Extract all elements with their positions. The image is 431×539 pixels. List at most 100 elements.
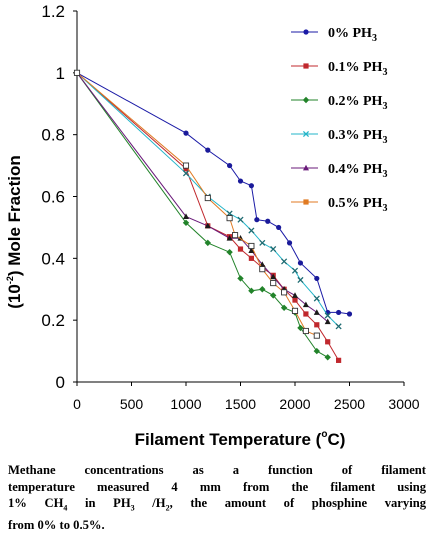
data-point xyxy=(237,275,244,282)
legend-item-0-1pct-ph3: 0.1% PH3 xyxy=(291,60,387,78)
data-point xyxy=(182,162,190,169)
legend-item-0pct-ph3: 0% PH3 xyxy=(291,26,377,44)
series-0-1pct-ph3 xyxy=(74,70,342,363)
caption-line: from 0% to 0.5%. xyxy=(8,518,105,533)
y-tick-label: 1.2 xyxy=(41,2,65,21)
data-point xyxy=(281,258,288,265)
y-tick-label: 0.8 xyxy=(41,126,65,145)
data-point xyxy=(314,275,320,282)
data-point xyxy=(313,332,320,339)
y-tick-label: 0 xyxy=(56,373,65,392)
series-line xyxy=(76,72,317,337)
data-point xyxy=(73,69,81,76)
data-point xyxy=(325,339,331,345)
axes: 0 500 1000 1500 2000 2500 3000 0 0.2 0.4 0.6 0.8 1 1.… xyxy=(41,2,419,412)
data-point xyxy=(248,183,254,189)
data-point xyxy=(313,309,320,315)
data-point xyxy=(237,216,244,223)
data-point xyxy=(248,227,255,234)
data-point xyxy=(248,255,254,261)
series-line xyxy=(76,72,339,327)
y-axis-label: (10-2) Mole Fraction xyxy=(5,155,24,309)
legend-swatch-marker xyxy=(302,130,310,138)
legend-swatch-marker xyxy=(303,199,309,205)
y-axis-label-suffix: ) Mole Fraction xyxy=(5,155,24,276)
data-point xyxy=(226,248,233,256)
data-point xyxy=(254,217,260,223)
series-0-5pct-ph3 xyxy=(73,69,320,339)
data-point xyxy=(313,347,320,355)
legend-item-0-5pct-ph3: 0.5% PH3 xyxy=(291,196,387,214)
legend-label: 0.3% PH3 xyxy=(328,128,387,146)
data-point xyxy=(286,240,293,246)
data-point xyxy=(237,246,244,252)
x-axis-label-unit: C) xyxy=(327,430,345,449)
data-point xyxy=(259,239,266,246)
figure-caption: Methane concentrations as a function of … xyxy=(8,462,426,534)
legend-swatch-marker xyxy=(302,96,310,104)
data-point xyxy=(336,357,342,363)
series-layer xyxy=(73,69,353,363)
legend-swatch-marker xyxy=(303,29,309,35)
data-point xyxy=(227,162,233,169)
data-point xyxy=(281,289,288,296)
data-point xyxy=(324,312,331,319)
data-point xyxy=(314,322,320,328)
data-point xyxy=(182,170,190,177)
data-point xyxy=(237,178,244,184)
caption-line: temperature measured 4 mm from the filam… xyxy=(8,479,426,494)
data-point xyxy=(248,287,255,294)
legend-swatch-marker xyxy=(303,63,309,69)
data-point xyxy=(297,324,304,332)
series-0-2pct-ph3 xyxy=(73,69,331,361)
x-axis-label-text: Filament Temperature ( xyxy=(135,430,322,449)
x-axis-label-degree: o xyxy=(321,429,327,440)
y-tick-label: 0.6 xyxy=(41,188,65,207)
legend-label: 0.2% PH3 xyxy=(328,94,387,112)
data-point xyxy=(248,247,255,254)
data-point xyxy=(204,222,211,229)
data-point xyxy=(313,295,320,302)
caption-line: Methane concentrations as a function of … xyxy=(8,463,426,477)
methane-chart: 0 500 1000 1500 2000 2500 3000 0 0.2 0.4 0.6 0.8 1 1.… xyxy=(5,2,420,449)
caption-line: 1% CH4 in PH3 /H2, the amount of phosphi… xyxy=(8,496,426,513)
y-tick-label: 0.4 xyxy=(41,249,65,268)
series-line xyxy=(76,72,328,358)
x-axis-label: Filament Temperature (oC) xyxy=(135,429,346,449)
x-tick-label: 2000 xyxy=(279,396,310,412)
data-point xyxy=(248,242,255,250)
data-point xyxy=(335,323,342,330)
data-point xyxy=(259,286,266,293)
x-tick-label: 500 xyxy=(120,396,144,412)
y-tick-label: 0.2 xyxy=(41,311,65,330)
data-point xyxy=(182,219,190,226)
data-point xyxy=(297,276,304,284)
series-line xyxy=(76,72,340,361)
data-point xyxy=(205,147,211,153)
data-point xyxy=(265,218,271,224)
y-axis-label-exponent: -2 xyxy=(5,276,15,284)
data-point xyxy=(324,318,331,325)
data-point xyxy=(292,297,298,303)
data-point xyxy=(276,224,282,231)
data-point xyxy=(303,311,309,317)
y-axis-label-prefix: (10 xyxy=(5,284,24,309)
x-tick-label: 1500 xyxy=(225,396,256,412)
legend-swatch-marker xyxy=(303,164,309,171)
legend-label: 0.4% PH3 xyxy=(328,162,387,180)
data-point xyxy=(324,354,331,361)
legend-label: 0.5% PH3 xyxy=(328,196,387,214)
data-point xyxy=(270,273,277,280)
data-point xyxy=(204,194,211,202)
data-point xyxy=(291,267,299,274)
legend-label: 0% PH3 xyxy=(328,26,377,44)
data-point xyxy=(270,280,277,287)
series-0-4pct-ph3 xyxy=(74,69,331,325)
data-point xyxy=(183,130,189,136)
data-point xyxy=(204,239,211,247)
data-point xyxy=(302,301,309,308)
series-line xyxy=(76,72,329,323)
legend-item-0-2pct-ph3: 0.2% PH3 xyxy=(291,94,387,112)
data-point xyxy=(346,311,353,317)
data-point xyxy=(226,235,233,241)
